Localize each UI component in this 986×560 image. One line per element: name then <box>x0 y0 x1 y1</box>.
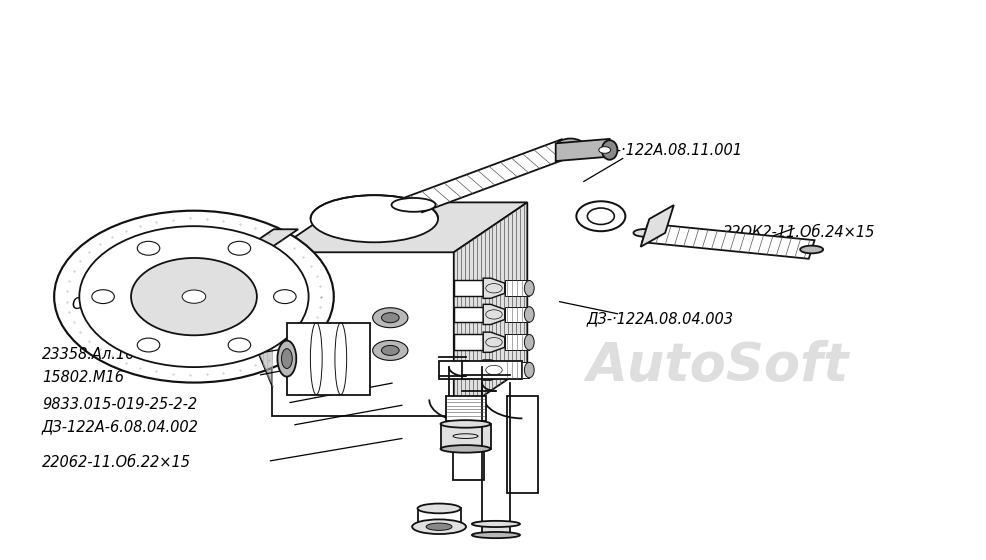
Ellipse shape <box>441 420 491 428</box>
Ellipse shape <box>228 338 250 352</box>
Polygon shape <box>483 332 505 352</box>
Polygon shape <box>272 252 454 416</box>
FancyBboxPatch shape <box>287 323 370 395</box>
Ellipse shape <box>412 520 466 534</box>
Circle shape <box>373 308 408 328</box>
Ellipse shape <box>54 211 334 382</box>
Ellipse shape <box>228 241 250 255</box>
Ellipse shape <box>577 201 625 231</box>
Ellipse shape <box>391 198 436 212</box>
Polygon shape <box>482 524 510 535</box>
Circle shape <box>599 147 610 153</box>
Ellipse shape <box>601 140 617 160</box>
Ellipse shape <box>137 338 160 352</box>
Ellipse shape <box>525 362 534 378</box>
Ellipse shape <box>472 521 520 527</box>
Polygon shape <box>454 202 528 416</box>
Polygon shape <box>417 508 460 527</box>
Ellipse shape <box>525 334 534 350</box>
Text: 23358.Ал.16: 23358.Ал.16 <box>42 347 135 362</box>
Polygon shape <box>441 424 491 449</box>
Polygon shape <box>505 334 529 350</box>
Polygon shape <box>257 244 272 386</box>
Text: ДЗ-·122А.08.11.001: ДЗ-·122А.08.11.001 <box>596 142 742 157</box>
Polygon shape <box>453 399 484 479</box>
Ellipse shape <box>441 445 491 452</box>
Polygon shape <box>247 229 298 247</box>
Polygon shape <box>454 281 483 296</box>
Polygon shape <box>505 281 529 296</box>
Polygon shape <box>641 205 673 247</box>
Polygon shape <box>507 396 538 493</box>
Ellipse shape <box>281 349 292 368</box>
Polygon shape <box>461 361 523 379</box>
Circle shape <box>382 312 399 323</box>
Polygon shape <box>505 307 529 322</box>
Ellipse shape <box>311 195 438 242</box>
Polygon shape <box>272 202 528 252</box>
Polygon shape <box>642 223 814 259</box>
Text: СХУ-170-10: СХУ-170-10 <box>71 297 158 312</box>
Circle shape <box>382 346 399 356</box>
Circle shape <box>182 290 206 304</box>
Polygon shape <box>454 307 483 322</box>
Text: ДЗ-·122А.08.04.003: ДЗ-·122А.08.04.003 <box>586 311 734 326</box>
Polygon shape <box>446 396 485 421</box>
Text: 9833.015-019-25-2-2: 9833.015-019-25-2-2 <box>42 397 197 412</box>
Polygon shape <box>439 361 468 379</box>
Ellipse shape <box>556 138 585 155</box>
Polygon shape <box>505 362 529 378</box>
Text: 22ОК2-11.Об.24×15: 22ОК2-11.Об.24×15 <box>724 225 876 240</box>
Text: ДЗ-122А-6.08.04.002: ДЗ-122А-6.08.04.002 <box>42 419 199 435</box>
Ellipse shape <box>472 532 520 538</box>
Text: AutoSoft: AutoSoft <box>586 340 849 392</box>
Ellipse shape <box>417 503 460 514</box>
Polygon shape <box>247 247 272 274</box>
Ellipse shape <box>92 290 114 304</box>
Ellipse shape <box>79 226 309 367</box>
Polygon shape <box>556 139 609 161</box>
Polygon shape <box>483 304 505 325</box>
Text: 22062-11.Об.22×15: 22062-11.Об.22×15 <box>42 455 191 470</box>
Ellipse shape <box>801 246 823 253</box>
Ellipse shape <box>273 290 296 304</box>
Polygon shape <box>483 278 505 298</box>
Polygon shape <box>454 362 483 378</box>
Polygon shape <box>454 334 483 350</box>
Circle shape <box>373 340 408 361</box>
Polygon shape <box>483 360 505 380</box>
Text: 15802.М16: 15802.М16 <box>42 370 124 385</box>
Ellipse shape <box>426 523 452 530</box>
Ellipse shape <box>588 208 614 225</box>
Ellipse shape <box>525 307 534 322</box>
Ellipse shape <box>277 340 297 377</box>
Ellipse shape <box>633 229 657 237</box>
Polygon shape <box>405 139 579 212</box>
Ellipse shape <box>137 241 160 255</box>
Ellipse shape <box>525 281 534 296</box>
Ellipse shape <box>131 258 257 335</box>
